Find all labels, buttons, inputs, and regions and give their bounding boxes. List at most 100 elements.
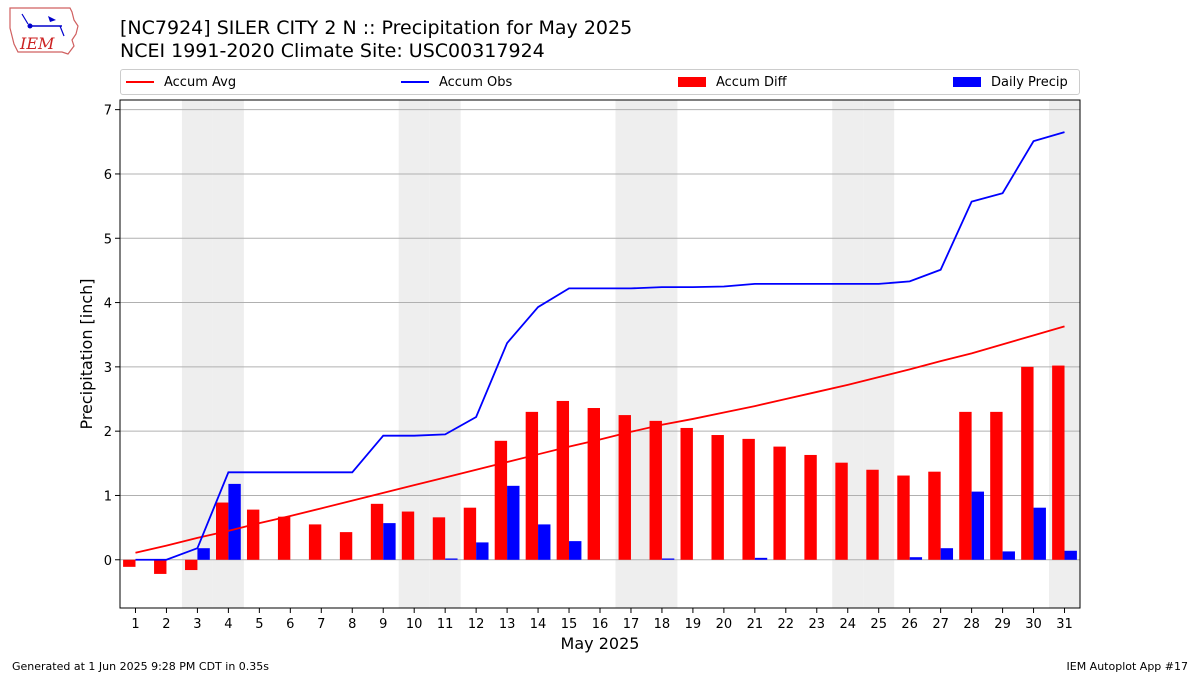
daily-precip-bar-day-12 bbox=[476, 542, 489, 560]
x-axis-label: May 2025 bbox=[561, 634, 640, 653]
y-tick-label-6: 6 bbox=[104, 168, 112, 183]
logo-text: IEM bbox=[19, 34, 55, 53]
daily-precip-bar-day-11 bbox=[445, 558, 458, 560]
y-tick-label-5: 5 bbox=[104, 232, 112, 247]
accum-diff-bar-day-15 bbox=[556, 400, 570, 560]
x-tick-label-17: 17 bbox=[623, 617, 640, 632]
x-tick-label-9: 9 bbox=[379, 617, 387, 632]
x-tick-label-13: 13 bbox=[499, 617, 516, 632]
accum-diff-bar-day-7 bbox=[308, 524, 322, 560]
accum-diff-bar-day-10 bbox=[401, 511, 415, 560]
daily-precip-bar-day-30 bbox=[1033, 507, 1046, 560]
x-tick-label-14: 14 bbox=[530, 617, 547, 632]
legend-item-accum-obs: Accum Obs bbox=[401, 70, 512, 94]
x-tick-label-5: 5 bbox=[255, 617, 263, 632]
accum-diff-bar-day-13 bbox=[494, 440, 508, 560]
x-tick-label-10: 10 bbox=[406, 617, 423, 632]
iem-logo: IEM bbox=[8, 6, 80, 62]
y-tick-label-2: 2 bbox=[104, 425, 112, 440]
x-tick-label-2: 2 bbox=[162, 617, 170, 632]
y-tick-label-1: 1 bbox=[104, 489, 112, 504]
accum-diff-bar-day-18 bbox=[649, 420, 662, 560]
x-tick-label-25: 25 bbox=[870, 617, 887, 632]
y-tick-label-4: 4 bbox=[104, 297, 112, 312]
daily-precip-bar-day-13 bbox=[507, 485, 520, 560]
accum-diff-bar-day-23 bbox=[804, 454, 817, 560]
chart-legend: Accum Avg Accum Obs Accum Diff Daily Pre… bbox=[120, 69, 1080, 95]
legend-label-accum-avg: Accum Avg bbox=[164, 74, 237, 90]
accum-diff-bar-day-9 bbox=[370, 503, 384, 560]
x-tick-label-22: 22 bbox=[778, 617, 795, 632]
accum-diff-bar-day-21 bbox=[742, 438, 755, 560]
x-tick-label-3: 3 bbox=[193, 617, 201, 632]
x-tick-label-31: 31 bbox=[1056, 617, 1073, 632]
x-tick-label-15: 15 bbox=[561, 617, 578, 632]
x-tick-label-4: 4 bbox=[224, 617, 232, 632]
legend-swatch-daily-precip bbox=[953, 77, 981, 87]
daily-precip-bar-day-31 bbox=[1064, 550, 1077, 560]
x-tick-label-21: 21 bbox=[747, 617, 764, 632]
legend-item-daily-precip: Daily Precip bbox=[953, 70, 1068, 94]
accum-avg-line bbox=[135, 325, 1065, 554]
accum-diff-bar-day-27 bbox=[928, 471, 941, 560]
accum-diff-bar-day-4 bbox=[216, 502, 229, 560]
accum-diff-bar-day-28 bbox=[959, 411, 972, 560]
y-axis-label: Precipitation [inch] bbox=[77, 278, 96, 429]
x-tick-label-1: 1 bbox=[131, 617, 139, 632]
daily-precip-bar-day-18 bbox=[661, 558, 675, 560]
x-tick-label-28: 28 bbox=[963, 617, 980, 632]
y-tick-label-0: 0 bbox=[104, 554, 112, 569]
legend-swatch-accum-diff bbox=[678, 77, 706, 87]
daily-precip-bar-day-14 bbox=[538, 524, 551, 560]
iowa-map-logo-icon: IEM bbox=[9, 7, 79, 55]
daily-precip-bar-day-4 bbox=[228, 483, 241, 560]
x-tick-label-19: 19 bbox=[685, 617, 702, 632]
accum-diff-bar-day-3 bbox=[185, 559, 198, 571]
legend-swatch-accum-obs bbox=[401, 81, 429, 83]
generated-timestamp: Generated at 1 Jun 2025 9:28 PM CDT in 0… bbox=[12, 660, 270, 673]
x-tick-label-24: 24 bbox=[839, 617, 856, 632]
legend-label-daily-precip: Daily Precip bbox=[991, 74, 1068, 90]
accum-diff-bar-day-14 bbox=[525, 411, 539, 560]
legend-item-accum-diff: Accum Diff bbox=[678, 70, 787, 94]
app-label: IEM Autoplot App #17 bbox=[1066, 660, 1189, 673]
accum-diff-bar-day-19 bbox=[680, 427, 693, 560]
legend-label-accum-obs: Accum Obs bbox=[439, 74, 513, 90]
x-tick-label-27: 27 bbox=[932, 617, 949, 632]
x-tick-label-23: 23 bbox=[809, 617, 826, 632]
daily-precip-bar-day-21 bbox=[754, 557, 768, 560]
accum-diff-bar-day-29 bbox=[990, 411, 1003, 560]
plot-frame bbox=[119, 99, 1081, 609]
daily-precip-bar-day-28 bbox=[971, 491, 984, 560]
accum-diff-bar-day-22 bbox=[773, 446, 786, 560]
daily-precip-bar-day-9 bbox=[383, 523, 396, 560]
daily-precip-bar-day-3 bbox=[197, 548, 210, 560]
accum-diff-bar-day-5 bbox=[246, 509, 260, 560]
x-tick-label-18: 18 bbox=[654, 617, 671, 632]
y-tick-label-7: 7 bbox=[104, 104, 112, 119]
weekend-shade-day-3 bbox=[181, 100, 213, 608]
accum-diff-bar-day-12 bbox=[463, 507, 477, 560]
accum-diff-bar-day-31 bbox=[1052, 365, 1065, 560]
accum-diff-bar-day-20 bbox=[711, 435, 724, 560]
x-tick-label-8: 8 bbox=[348, 617, 356, 632]
line-series bbox=[135, 131, 1065, 561]
bar-series bbox=[123, 365, 1077, 574]
x-tick-label-12: 12 bbox=[468, 617, 485, 632]
accum-diff-bar-day-16 bbox=[587, 408, 600, 560]
accum-diff-bar-day-2 bbox=[154, 559, 167, 574]
daily-precip-bar-day-15 bbox=[569, 541, 582, 560]
accum-diff-bar-day-17 bbox=[618, 415, 631, 560]
legend-label-accum-diff: Accum Diff bbox=[716, 74, 787, 90]
accum-diff-bar-day-30 bbox=[1021, 366, 1034, 560]
accum-diff-bar-day-1 bbox=[123, 559, 136, 567]
x-tick-label-11: 11 bbox=[437, 617, 454, 632]
daily-precip-bar-day-27 bbox=[940, 548, 954, 560]
x-tick-label-26: 26 bbox=[901, 617, 918, 632]
daily-precip-bar-day-26 bbox=[909, 557, 923, 560]
accum-diff-bar-day-25 bbox=[866, 469, 879, 560]
legend-item-accum-avg: Accum Avg bbox=[126, 70, 236, 94]
accum-diff-bar-day-6 bbox=[277, 516, 291, 560]
x-tick-label-16: 16 bbox=[592, 617, 609, 632]
